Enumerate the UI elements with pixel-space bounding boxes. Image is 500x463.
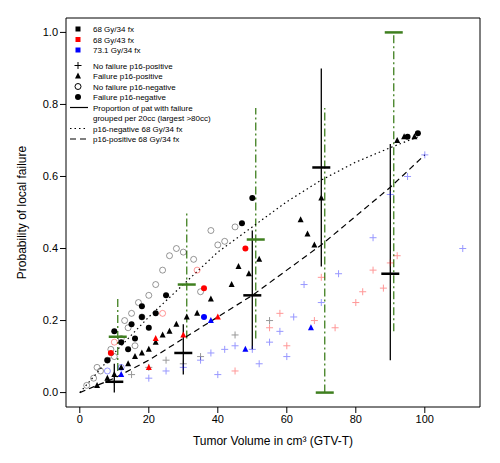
svg-text:68 Gy/34 fx: 68 Gy/34 fx bbox=[93, 25, 134, 34]
svg-text:Failure p16-positive: Failure p16-positive bbox=[93, 72, 163, 81]
svg-text:Proportion of pat with failure: Proportion of pat with failure bbox=[93, 104, 193, 113]
svg-text:p16-negative 68 Gy/34 fx: p16-negative 68 Gy/34 fx bbox=[93, 125, 182, 134]
svg-text:No failure p16-negative: No failure p16-negative bbox=[93, 83, 176, 92]
svg-text:0.6: 0.6 bbox=[43, 170, 58, 182]
svg-text:p16-positive 68 Gy/34 fx: p16-positive 68 Gy/34 fx bbox=[93, 135, 179, 144]
svg-text:0: 0 bbox=[77, 413, 83, 425]
svg-text:0.4: 0.4 bbox=[43, 242, 58, 254]
svg-text:100: 100 bbox=[416, 413, 434, 425]
svg-text:Failure p16-negative: Failure p16-negative bbox=[93, 93, 166, 102]
svg-text:Tumor Volume in cm³ (GTV-T): Tumor Volume in cm³ (GTV-T) bbox=[193, 434, 353, 448]
svg-text:68 Gy/43 fx: 68 Gy/43 fx bbox=[93, 36, 134, 45]
svg-text:No failure p16-positive: No failure p16-positive bbox=[93, 62, 173, 71]
svg-text:Probability of local failure: Probability of local failure bbox=[15, 145, 29, 279]
svg-text:grouped per 20cc (largest >80c: grouped per 20cc (largest >80cc) bbox=[93, 114, 211, 123]
svg-text:73.1 Gy/34 fx: 73.1 Gy/34 fx bbox=[93, 46, 141, 55]
svg-text:80: 80 bbox=[350, 413, 362, 425]
svg-text:40: 40 bbox=[212, 413, 224, 425]
svg-text:20: 20 bbox=[143, 413, 155, 425]
svg-text:0.2: 0.2 bbox=[43, 314, 58, 326]
svg-text:0.8: 0.8 bbox=[43, 98, 58, 110]
svg-text:0.0: 0.0 bbox=[43, 386, 58, 398]
svg-text:60: 60 bbox=[281, 413, 293, 425]
svg-text:1.0: 1.0 bbox=[43, 26, 58, 38]
